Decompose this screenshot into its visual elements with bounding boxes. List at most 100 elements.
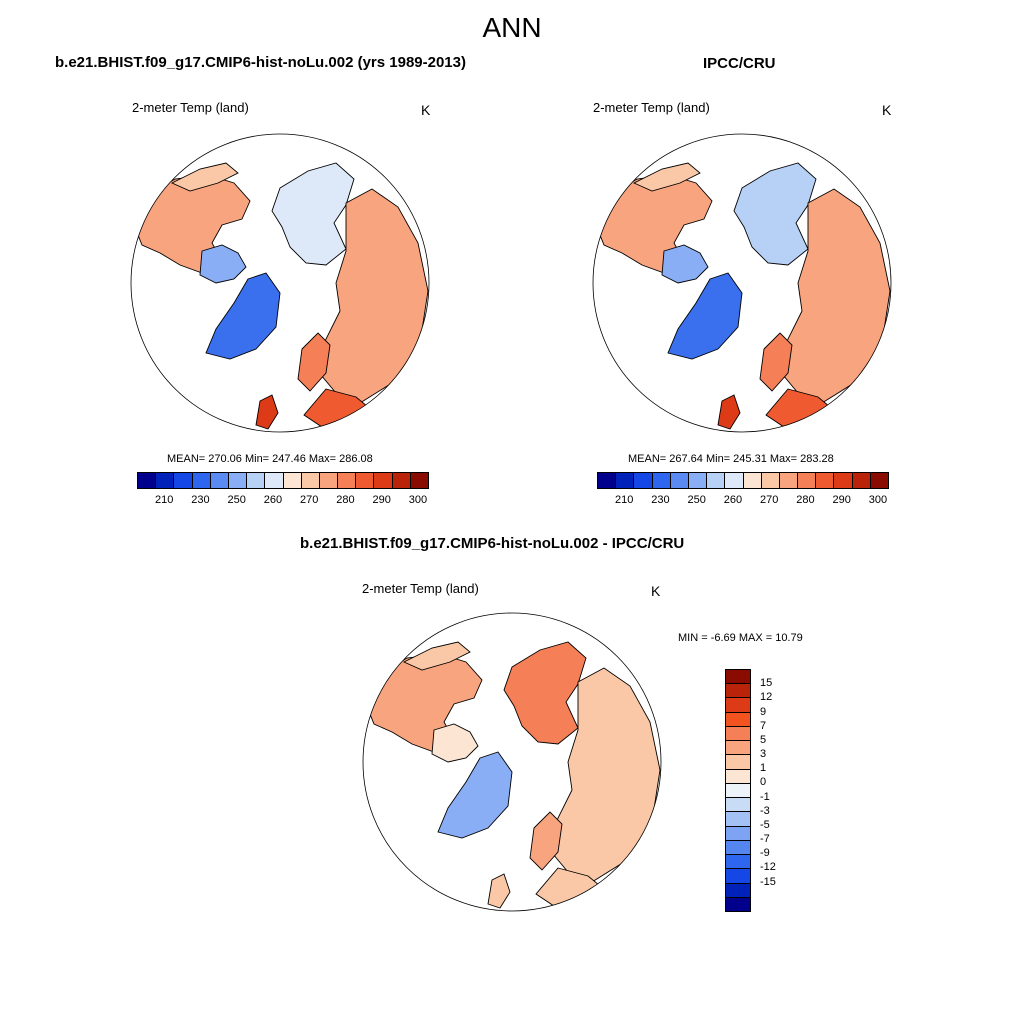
colorbar-swatch <box>228 473 248 488</box>
colorbar-tick-label: 230 <box>651 494 670 506</box>
colorbar-swatch <box>726 883 750 898</box>
colorbar-swatch <box>726 670 750 685</box>
panel-model-units: K <box>421 102 431 118</box>
colorbar-swatch <box>726 769 750 784</box>
colorbar-swatch <box>319 473 339 488</box>
land-region-scan <box>297 332 331 392</box>
colorbar-swatch <box>688 473 708 488</box>
colorbar-swatch <box>726 855 750 870</box>
colorbar-swatch <box>726 712 750 727</box>
colorbar-swatch <box>138 473 157 488</box>
land-region-ak <box>402 641 471 671</box>
figure-title: ANN <box>482 12 542 43</box>
land-region-green <box>205 272 281 360</box>
colorbar-tick-label: 230 <box>191 494 210 506</box>
panel-obs-stats: MEAN= 267.64 Min= 245.31 Max= 283.28 <box>628 453 834 465</box>
land-region-arch <box>661 244 709 284</box>
colorbar-tick-label: 12 <box>760 691 773 704</box>
colorbar-swatch <box>726 869 750 884</box>
land-region-green <box>437 751 513 839</box>
colorbar-swatch <box>726 684 750 699</box>
colorbar-tick-label: 260 <box>723 494 743 506</box>
colorbar-tick-label: -15 <box>760 875 776 888</box>
map-boundary-circle <box>130 133 430 433</box>
colorbar-tick-label: 5 <box>760 733 767 746</box>
colorbar-swatch <box>779 473 799 488</box>
land-region-uk <box>487 873 511 909</box>
colorbar-swatch <box>798 473 817 488</box>
colorbar-swatch <box>598 473 617 488</box>
land-region-uk <box>717 394 741 430</box>
panel-obs-variable: 2-meter Temp (land) <box>593 100 710 115</box>
polar-map-diff <box>362 612 662 912</box>
colorbar-swatch <box>301 473 320 488</box>
colorbar-tick-label: 3 <box>760 748 767 761</box>
colorbar-swatch <box>726 826 750 841</box>
colorbar-swatch <box>726 897 750 911</box>
colorbar-swatch <box>743 473 762 488</box>
colorbar-swatch <box>247 473 266 488</box>
panel-model-stats: MEAN= 270.06 Min= 247.46 Max= 286.08 <box>167 453 373 465</box>
colorbar-tick-label: 280 <box>336 494 355 506</box>
panel-diff-variable: 2-meter Temp (land) <box>362 581 479 596</box>
colorbar-tick-label: 290 <box>832 494 851 506</box>
colorbar-swatch <box>356 473 375 488</box>
colorbar-tick-label: 210 <box>615 494 634 506</box>
colorbar-swatch <box>210 473 229 488</box>
colorbar-swatch <box>670 473 689 488</box>
map-boundary-circle <box>592 133 892 433</box>
colorbar-obs <box>597 472 889 489</box>
colorbar-tick-label: -7 <box>760 833 770 846</box>
colorbar-swatch <box>726 726 750 742</box>
colorbar-tick-label: 260 <box>263 494 283 506</box>
land-region-ak <box>632 162 701 192</box>
colorbar-tick-label: 7 <box>760 719 767 732</box>
colorbar-tick-label: 270 <box>300 494 319 506</box>
polar-map-obs <box>592 133 892 433</box>
colorbar-tick-label: 1 <box>760 762 767 775</box>
colorbar-tick-label: -1 <box>760 790 770 803</box>
colorbar-swatch <box>156 473 175 488</box>
colorbar-swatch <box>725 473 744 488</box>
colorbar-swatch <box>707 473 726 488</box>
colorbar-swatch <box>374 473 393 488</box>
colorbar-swatch <box>726 840 750 856</box>
colorbar-swatch <box>410 473 428 488</box>
land-region-arch <box>199 244 247 284</box>
land-region-uk <box>255 394 279 430</box>
colorbar-swatch <box>265 473 284 488</box>
polar-map-model <box>130 133 430 433</box>
colorbar-swatch <box>338 473 357 488</box>
panel-obs-title: IPCC/CRU <box>703 55 776 72</box>
panel-obs-units: K <box>882 102 892 118</box>
colorbar-swatch <box>870 473 888 488</box>
colorbar-tick-label: 300 <box>408 494 428 506</box>
colorbar-swatch <box>616 473 635 488</box>
colorbar-tick-label: 9 <box>760 705 767 718</box>
colorbar-tick-label: 300 <box>868 494 888 506</box>
colorbar-tick-label: 250 <box>227 494 246 506</box>
colorbar-swatch <box>816 473 835 488</box>
colorbar-swatch <box>726 741 750 756</box>
colorbar-swatch <box>726 812 750 827</box>
land-region-green <box>667 272 743 360</box>
panel-diff-title: b.e21.BHIST.f09_g17.CMIP6-hist-noLu.002 … <box>300 535 685 552</box>
panel-diff-units: K <box>651 583 661 599</box>
colorbar-swatch <box>726 798 750 813</box>
colorbar-obs-ticks: 210 230 250 260 270 280 290 300 <box>597 494 887 508</box>
colorbar-diff <box>725 669 751 912</box>
colorbar-swatch <box>392 473 411 488</box>
colorbar-tick-label: 290 <box>372 494 391 506</box>
panel-model-variable: 2-meter Temp (land) <box>132 100 249 115</box>
colorbar-swatch <box>192 473 211 488</box>
colorbar-diff-ticks: 15 12 9 7 5 3 1 0 -1 -3 -5 -7 -9 -12 -15 <box>760 669 800 910</box>
land-region-scan <box>759 332 793 392</box>
colorbar-model <box>137 472 429 489</box>
colorbar-tick-label: 0 <box>760 776 767 789</box>
colorbar-tick-label: -9 <box>760 847 770 860</box>
panel-diff-stats: MIN = -6.69 MAX = 10.79 <box>678 632 803 644</box>
colorbar-swatch <box>852 473 871 488</box>
land-region-arch <box>431 723 479 763</box>
land-region-scan <box>529 811 563 871</box>
colorbar-tick-label: -3 <box>760 804 770 817</box>
